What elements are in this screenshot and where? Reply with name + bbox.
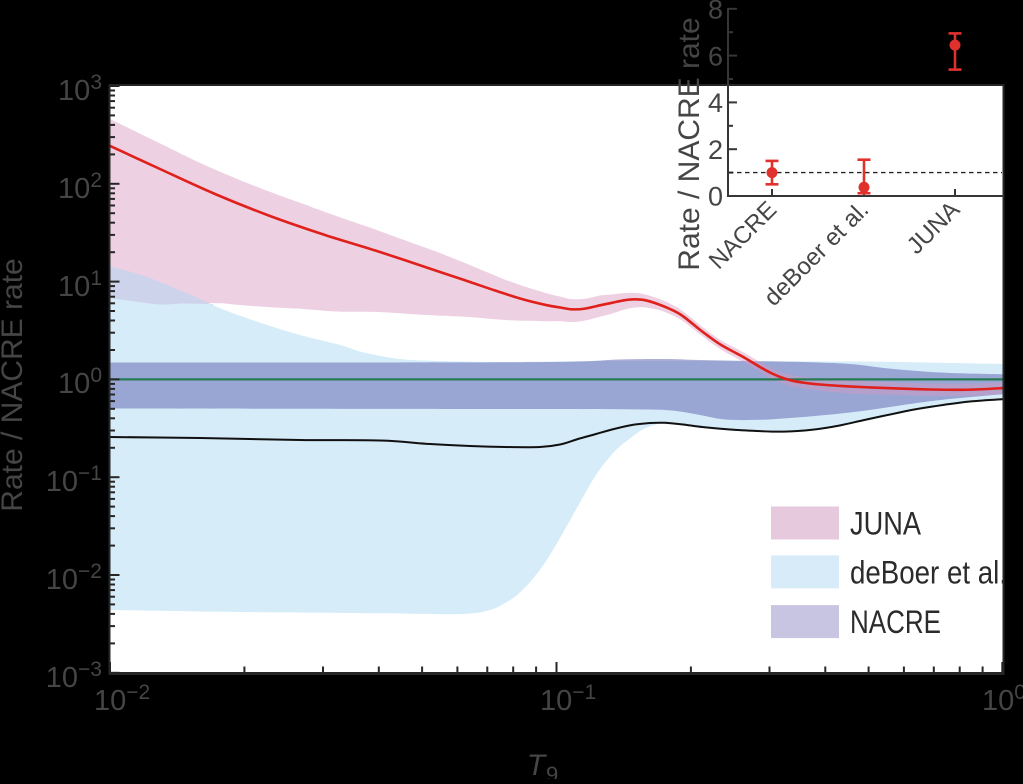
svg-text:2: 2 (708, 135, 723, 165)
svg-text:T: T (527, 749, 548, 779)
svg-text:6: 6 (708, 41, 723, 71)
svg-text:10−2: 10−2 (46, 560, 102, 596)
svg-text:JUNA: JUNA (850, 506, 921, 542)
svg-text:Rate / NACRE rate: Rate / NACRE rate (673, 17, 706, 270)
svg-text:10−2: 10−2 (94, 681, 150, 717)
svg-text:NACRE: NACRE (850, 604, 941, 640)
svg-text:4: 4 (708, 88, 723, 118)
svg-text:8: 8 (708, 0, 723, 25)
svg-text:Rate / NACRE rate: Rate / NACRE rate (0, 258, 29, 511)
svg-text:9: 9 (546, 762, 558, 779)
svg-text:0: 0 (708, 182, 723, 212)
svg-text:deBoer et al.: deBoer et al. (850, 554, 1007, 590)
